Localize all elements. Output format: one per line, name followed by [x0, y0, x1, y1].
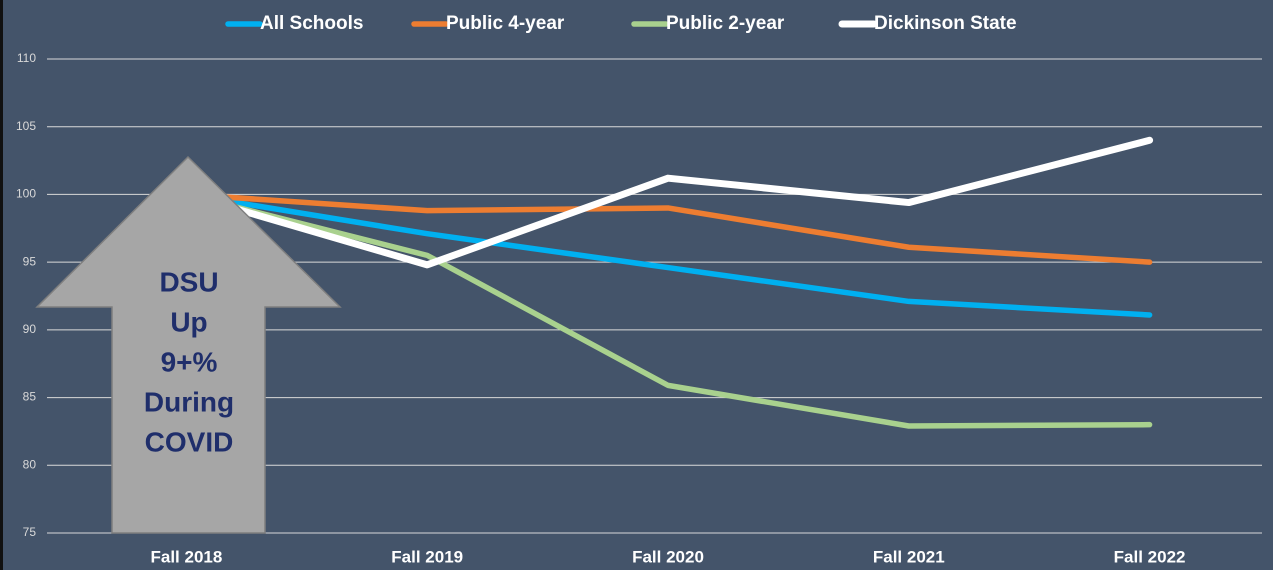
x-tick-label: Fall 2019: [391, 547, 463, 566]
legend-label: Dickinson State: [874, 13, 1017, 34]
annotation-text: 9+%: [161, 346, 218, 377]
annotation-text: COVID: [145, 426, 234, 457]
x-tick-label: Fall 2021: [873, 547, 945, 566]
annotation-text: DSU: [159, 266, 218, 297]
y-tick-label: 90: [23, 322, 37, 336]
lines: [182, 136, 1154, 429]
series-line: [182, 136, 1154, 269]
y-tick-label: 105: [16, 119, 36, 133]
left-edge: [0, 0, 3, 570]
y-tick-label: 95: [23, 254, 37, 268]
series-line: [183, 191, 1153, 429]
x-tick-label: Fall 2018: [150, 547, 222, 566]
y-tick-label: 110: [17, 51, 36, 65]
annotation-text: During: [144, 386, 234, 417]
series-line: [183, 191, 1153, 318]
y-tick-label: 75: [23, 525, 37, 539]
arrow-shape: [35, 155, 342, 534]
annotation-text: Up: [170, 306, 207, 337]
x-tick-label: Fall 2022: [1114, 547, 1186, 566]
y-tick-label: 85: [23, 390, 37, 404]
series-line: [183, 191, 1153, 265]
y-tick-label: 80: [23, 457, 37, 471]
legend-label: Public 2-year: [666, 13, 785, 34]
arrow-annotation: DSU Up 9+% During COVID: [35, 155, 342, 534]
legend-label: Public 4-year: [446, 13, 565, 34]
legend-label: All Schools: [260, 13, 363, 34]
x-tick-label: Fall 2020: [632, 547, 704, 566]
legend: All Schools Public 4-year Public 2-year Dic…: [225, 13, 1017, 34]
y-tick-label: 100: [16, 187, 36, 201]
